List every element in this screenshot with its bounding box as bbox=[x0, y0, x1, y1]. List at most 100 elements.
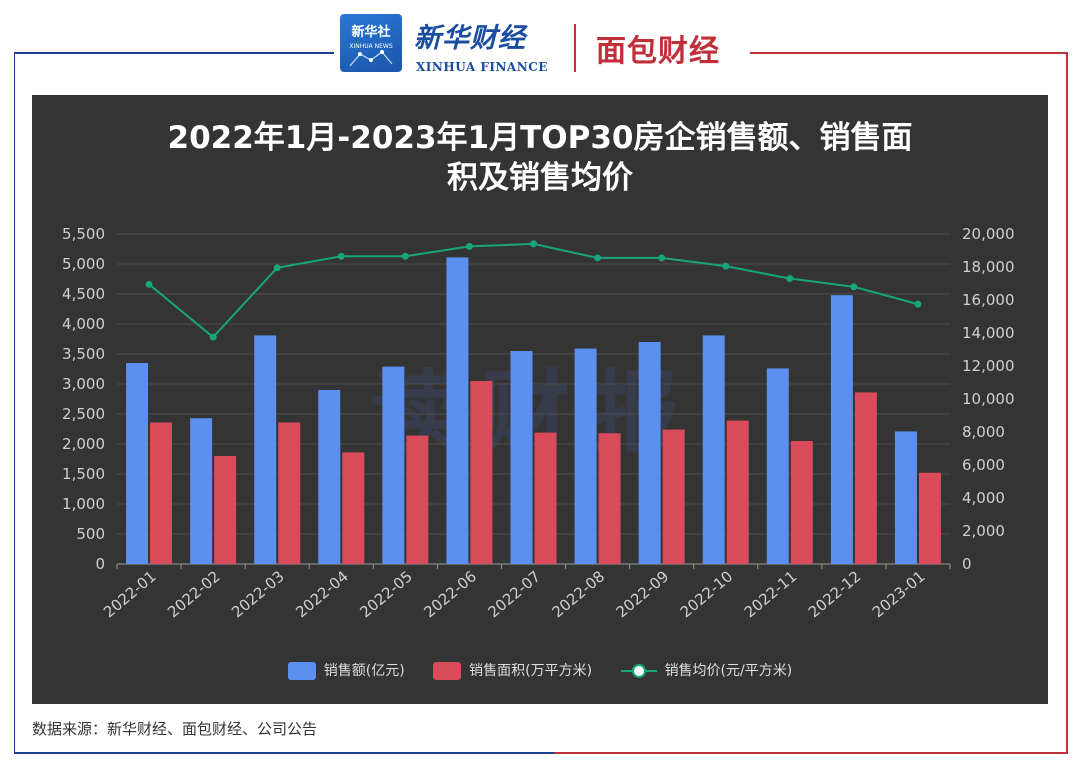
x-tick-label: 2022-03 bbox=[228, 567, 288, 621]
bar-sales bbox=[574, 348, 597, 564]
point-price bbox=[530, 240, 537, 248]
y-left-tick-label: 4,000 bbox=[62, 315, 105, 333]
x-tick-label: 2022-05 bbox=[356, 567, 416, 621]
xinhua-logo: 新华社 XINHUA NEWS bbox=[340, 14, 402, 72]
y-left-tick-label: 2,500 bbox=[62, 405, 105, 423]
bar-area bbox=[918, 472, 941, 564]
bar-area bbox=[854, 392, 877, 564]
bar-area bbox=[342, 452, 365, 564]
x-tick-label: 2022-08 bbox=[549, 567, 609, 621]
x-tick-label: 2022-06 bbox=[420, 567, 480, 621]
x-tick-label: 2022-10 bbox=[677, 567, 737, 621]
bar-area bbox=[278, 422, 301, 564]
point-price bbox=[401, 252, 409, 260]
header-divider bbox=[574, 24, 576, 72]
bar-area bbox=[662, 429, 685, 564]
bar-sales bbox=[830, 295, 853, 564]
y-right-tick-label: 4,000 bbox=[962, 489, 1005, 507]
point-price bbox=[337, 252, 345, 260]
y-right-tick-label: 20,000 bbox=[962, 225, 1015, 243]
point-price bbox=[850, 283, 858, 291]
y-right-tick-label: 0 bbox=[962, 555, 972, 573]
xinhua-finance-logo-en: XINHUA FINANCE bbox=[416, 60, 548, 74]
point-price bbox=[786, 275, 794, 283]
point-price bbox=[722, 262, 730, 270]
mianbao-finance-logo: 面包财经 bbox=[596, 34, 720, 69]
y-right-tick-label: 12,000 bbox=[962, 357, 1015, 375]
y-right-tick-label: 2,000 bbox=[962, 522, 1005, 540]
chart-title: 2022年1月-2023年1月TOP30房企销售额、销售面 积及销售均价 bbox=[0, 118, 1080, 198]
chart-title-line-1: 2022年1月-2023年1月TOP30房企销售额、销售面 bbox=[167, 120, 913, 156]
legend-swatch-sales bbox=[287, 662, 316, 680]
point-price bbox=[914, 300, 922, 308]
xinhua-logo-graphic: 新华社 XINHUA NEWS bbox=[349, 24, 393, 67]
bar-sales bbox=[318, 390, 341, 564]
svg-text:新华社: 新华社 bbox=[351, 24, 390, 40]
point-price bbox=[465, 242, 473, 250]
x-tick-label: 2022-12 bbox=[805, 567, 865, 621]
bar-area bbox=[726, 420, 749, 564]
bar-sales bbox=[382, 366, 405, 564]
bar-sales bbox=[766, 368, 789, 564]
y-left-tick-label: 3,500 bbox=[62, 345, 105, 363]
bar-sales bbox=[638, 342, 661, 564]
x-tick-label: 2022-02 bbox=[164, 567, 224, 621]
chart-title-line-2: 积及销售均价 bbox=[447, 160, 633, 196]
y-right-tick-label: 16,000 bbox=[962, 291, 1015, 309]
bar-area bbox=[470, 381, 493, 564]
legend-label-sales: 销售额(亿元) bbox=[323, 663, 405, 679]
bar-sales bbox=[894, 431, 917, 564]
bar-sales bbox=[510, 351, 533, 564]
y-left-tick-label: 0 bbox=[95, 555, 105, 573]
legend-swatch-price bbox=[620, 662, 657, 680]
bar-area bbox=[790, 441, 813, 564]
bar-sales bbox=[126, 363, 149, 564]
legend-label-area: 销售面积(万平方米) bbox=[469, 663, 593, 679]
y-left-tick-label: 3,000 bbox=[62, 375, 105, 393]
legend-item-area[interactable]: 销售面积(万平方米) bbox=[433, 660, 592, 680]
bar-area bbox=[598, 433, 621, 564]
bar-sales bbox=[702, 335, 725, 564]
y-right-tick-label: 14,000 bbox=[962, 324, 1015, 342]
header: 新华社 XINHUA NEWS 新华财经 XINHUA FINANCE 面包财经 bbox=[340, 10, 750, 80]
y-left-tick-label: 1,000 bbox=[62, 495, 105, 513]
legend-item-sales[interactable]: 销售额(亿元) bbox=[287, 660, 405, 680]
frame-bottom-left bbox=[14, 752, 554, 754]
legend-label-price: 销售均价(元/平方米) bbox=[664, 663, 793, 679]
bar-sales bbox=[446, 257, 469, 564]
bar-area bbox=[214, 456, 237, 564]
y-right-tick-label: 10,000 bbox=[962, 390, 1015, 408]
y-right-tick-label: 6,000 bbox=[962, 456, 1005, 474]
frame-bottom-right bbox=[554, 752, 1068, 754]
y-left-tick-label: 2,000 bbox=[62, 435, 105, 453]
legend-item-price[interactable]: 销售均价(元/平方米) bbox=[620, 660, 793, 680]
y-right-tick-label: 8,000 bbox=[962, 423, 1005, 441]
y-left-tick-label: 5,000 bbox=[62, 255, 105, 273]
chart-panel bbox=[32, 95, 1048, 704]
legend: 销售额(亿元) 销售面积(万平方米) 销售均价(元/平方米) bbox=[0, 660, 1080, 680]
point-price bbox=[209, 333, 217, 341]
frame-top-left bbox=[14, 52, 334, 54]
bar-area bbox=[150, 422, 173, 564]
bar-area bbox=[406, 435, 429, 564]
x-tick-label: 2022-09 bbox=[613, 567, 673, 621]
x-tick-label: 2022-01 bbox=[100, 567, 160, 621]
svg-text:XINHUA NEWS: XINHUA NEWS bbox=[349, 43, 392, 50]
frame-right bbox=[1066, 52, 1068, 752]
frame-left bbox=[14, 52, 15, 752]
point-price bbox=[273, 264, 281, 272]
xinhua-finance-logo-cn: 新华财经 bbox=[414, 23, 526, 54]
y-left-tick-label: 500 bbox=[76, 525, 105, 543]
y-right-tick-label: 18,000 bbox=[962, 258, 1015, 276]
x-tick-label: 2022-07 bbox=[484, 567, 544, 621]
x-tick-label: 2022-04 bbox=[292, 567, 352, 621]
bar-sales bbox=[190, 418, 213, 564]
frame-top-right bbox=[750, 52, 1068, 54]
point-price bbox=[658, 254, 666, 262]
y-left-tick-label: 4,500 bbox=[62, 285, 105, 303]
y-left-tick-label: 5,500 bbox=[62, 225, 105, 243]
legend-swatch-area bbox=[433, 662, 462, 680]
x-tick-label: 2022-11 bbox=[741, 567, 801, 621]
point-price bbox=[594, 254, 602, 262]
